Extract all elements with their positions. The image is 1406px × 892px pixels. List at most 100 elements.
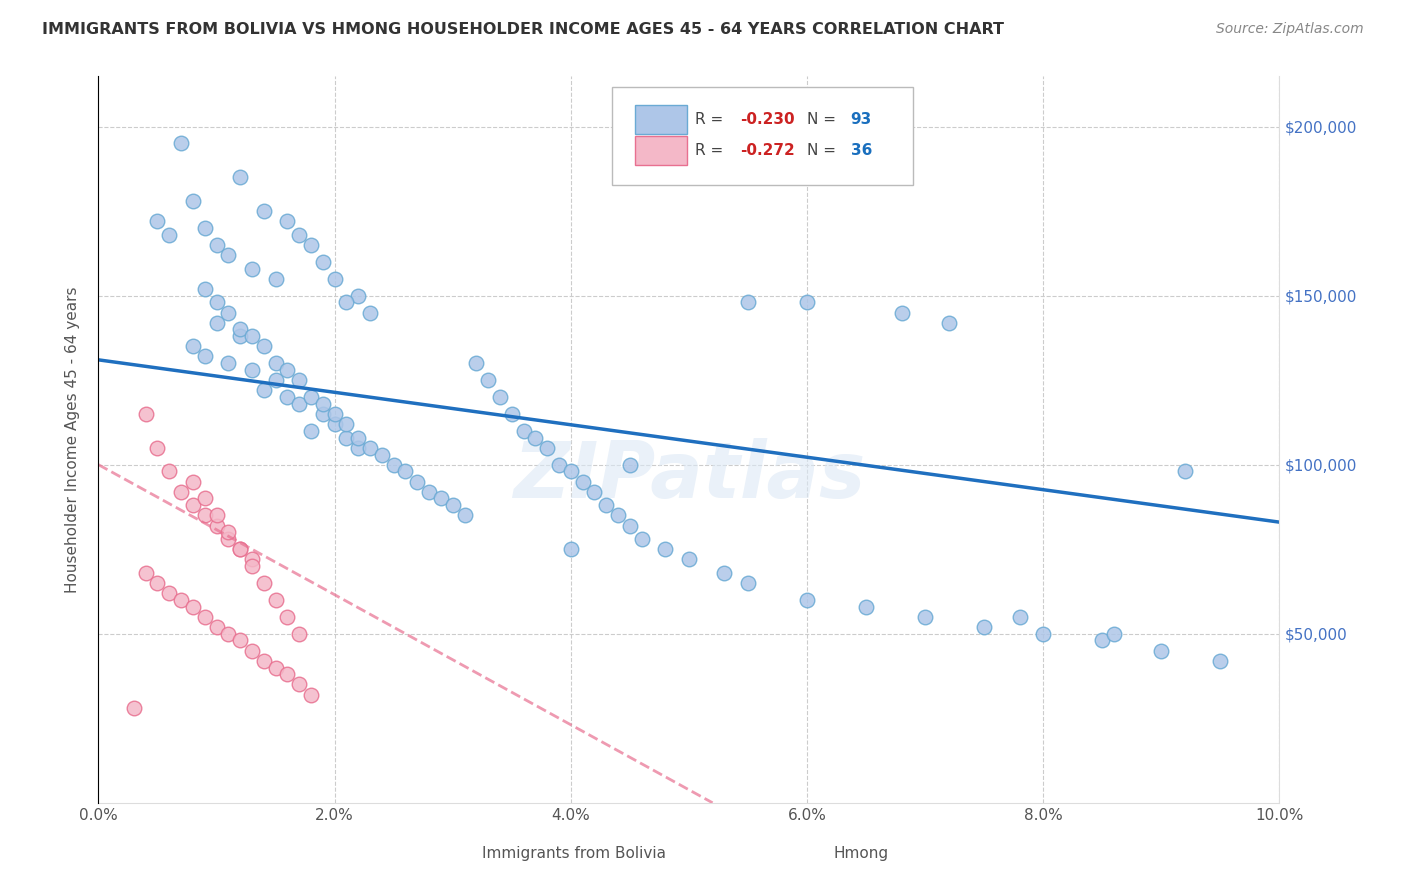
Point xyxy=(217,356,239,370)
Point xyxy=(938,316,960,330)
Point xyxy=(619,458,641,472)
Point xyxy=(453,508,475,523)
Point xyxy=(382,458,405,472)
Point xyxy=(170,593,193,607)
Point xyxy=(323,271,346,285)
Point xyxy=(1008,610,1031,624)
Point xyxy=(217,525,239,540)
Point xyxy=(299,390,322,404)
Text: N =: N = xyxy=(807,144,841,158)
Point xyxy=(240,261,263,276)
Point xyxy=(347,288,370,302)
Point xyxy=(146,214,169,228)
Point xyxy=(560,542,582,557)
Point xyxy=(1102,626,1125,640)
Text: IMMIGRANTS FROM BOLIVIA VS HMONG HOUSEHOLDER INCOME AGES 45 - 64 YEARS CORRELATI: IMMIGRANTS FROM BOLIVIA VS HMONG HOUSEHO… xyxy=(42,22,1004,37)
Point xyxy=(654,542,676,557)
Point xyxy=(465,356,488,370)
Point xyxy=(240,552,263,566)
Point xyxy=(312,254,335,268)
Text: Source: ZipAtlas.com: Source: ZipAtlas.com xyxy=(1216,22,1364,37)
Point xyxy=(347,441,370,455)
Point xyxy=(240,329,263,343)
Point xyxy=(441,498,464,512)
Point xyxy=(630,532,652,546)
Point xyxy=(394,465,416,479)
Point xyxy=(347,431,370,445)
Point xyxy=(181,194,204,208)
FancyBboxPatch shape xyxy=(634,105,686,134)
Point xyxy=(288,677,311,691)
Point xyxy=(489,390,512,404)
Point xyxy=(229,322,252,336)
Point xyxy=(914,610,936,624)
Point xyxy=(312,407,335,421)
Point xyxy=(323,407,346,421)
Point xyxy=(205,508,228,523)
Point xyxy=(1032,626,1054,640)
Point xyxy=(157,227,180,242)
Point xyxy=(253,204,276,219)
Point xyxy=(264,271,287,285)
Text: -0.272: -0.272 xyxy=(740,144,794,158)
Point xyxy=(205,295,228,310)
Point xyxy=(571,475,593,489)
Point xyxy=(194,221,217,235)
Point xyxy=(335,417,357,431)
Text: Immigrants from Bolivia: Immigrants from Bolivia xyxy=(482,847,666,861)
Point xyxy=(713,566,735,580)
Point xyxy=(217,532,239,546)
Point xyxy=(240,363,263,377)
Point xyxy=(194,350,217,364)
Point xyxy=(737,576,759,591)
Point xyxy=(276,214,298,228)
Point xyxy=(122,701,145,715)
Point xyxy=(323,417,346,431)
Point xyxy=(1209,654,1232,668)
FancyBboxPatch shape xyxy=(634,136,686,165)
Point xyxy=(205,316,228,330)
Point xyxy=(135,566,157,580)
Y-axis label: Householder Income Ages 45 - 64 years: Householder Income Ages 45 - 64 years xyxy=(65,286,80,592)
Text: 36: 36 xyxy=(851,144,872,158)
Point xyxy=(512,424,534,438)
Point xyxy=(240,559,263,574)
Point xyxy=(583,484,606,499)
Text: R =: R = xyxy=(695,144,728,158)
Point xyxy=(217,305,239,319)
Point xyxy=(796,593,818,607)
Point xyxy=(1091,633,1114,648)
Point xyxy=(855,599,877,614)
Point xyxy=(264,660,287,674)
Point xyxy=(146,576,169,591)
Point xyxy=(205,518,228,533)
Text: R =: R = xyxy=(695,112,728,127)
Point xyxy=(157,465,180,479)
Point xyxy=(796,295,818,310)
Point xyxy=(276,667,298,681)
FancyBboxPatch shape xyxy=(768,841,818,866)
Point xyxy=(229,633,252,648)
Text: Hmong: Hmong xyxy=(832,847,889,861)
Point xyxy=(264,356,287,370)
Point xyxy=(205,238,228,252)
Point xyxy=(135,407,157,421)
Point xyxy=(288,227,311,242)
FancyBboxPatch shape xyxy=(612,87,914,185)
Point xyxy=(229,542,252,557)
Point xyxy=(253,654,276,668)
Point xyxy=(359,305,381,319)
Point xyxy=(678,552,700,566)
Point xyxy=(194,508,217,523)
Point xyxy=(229,542,252,557)
Point xyxy=(288,397,311,411)
Point xyxy=(288,373,311,387)
Point xyxy=(371,448,394,462)
Point xyxy=(335,295,357,310)
Point xyxy=(335,431,357,445)
Point xyxy=(146,441,169,455)
Point xyxy=(299,238,322,252)
Point xyxy=(170,484,193,499)
Point xyxy=(359,441,381,455)
Point xyxy=(181,498,204,512)
